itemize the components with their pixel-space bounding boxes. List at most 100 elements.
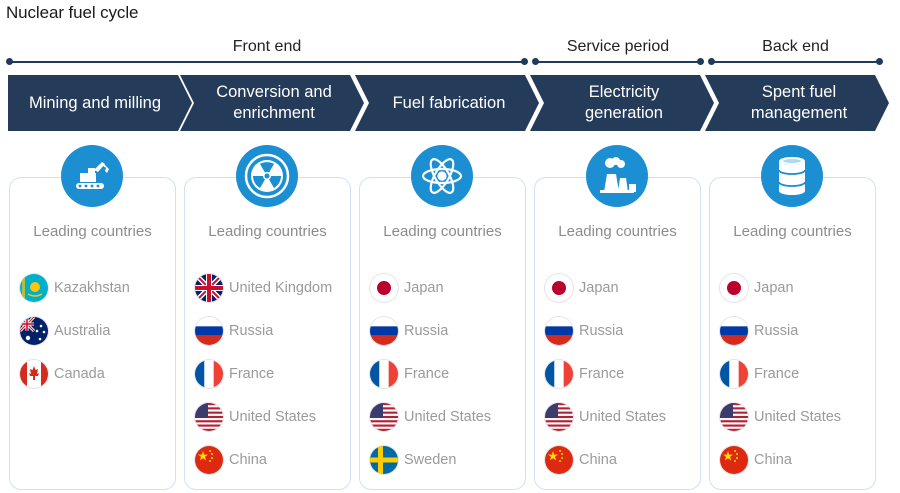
china-flag-icon: [195, 446, 223, 474]
country-row: Japan: [545, 273, 619, 303]
country-row: France: [720, 359, 799, 389]
country-name: United States: [754, 409, 842, 425]
united-kingdom-flag-icon: [195, 274, 223, 302]
country-name: Russia: [404, 323, 449, 339]
country-name: Japan: [754, 280, 794, 296]
country-name: Russia: [229, 323, 274, 339]
country-name: China: [754, 452, 792, 468]
bracket-dot: [532, 58, 539, 65]
country-name: United States: [404, 409, 492, 425]
country-row: United States: [545, 402, 666, 432]
kazakhstan-flag-icon: [20, 274, 48, 302]
australia-flag-icon: [20, 317, 48, 345]
country-row: France: [370, 359, 449, 389]
card-heading: Leading countries: [33, 223, 152, 240]
country-row: China: [545, 445, 617, 475]
japan-flag-icon: [370, 274, 398, 302]
country-row: Japan: [370, 273, 444, 303]
country-name: Australia: [54, 323, 111, 339]
country-name: Japan: [579, 280, 619, 296]
china-flag-icon: [545, 446, 573, 474]
radiation-icon: [236, 145, 298, 207]
country-row: United States: [720, 402, 841, 432]
page-title: Nuclear fuel cycle: [6, 3, 139, 22]
card-conversion-and-enrichment: Leading countries United Kingdom Russia …: [184, 177, 351, 490]
phase-bracket-line: [10, 61, 524, 63]
sweden-flag-icon: [370, 446, 398, 474]
country-name: France: [579, 366, 625, 382]
united-states-flag-icon: [720, 403, 748, 431]
bracket-dot: [697, 58, 704, 65]
phase-label: Back end: [762, 38, 829, 55]
step-label: Conversion and enrichment: [216, 83, 332, 122]
waste-barrel-icon: [761, 145, 823, 207]
step-spent-fuel-management: Spent fuel management: [705, 75, 889, 131]
country-name: Canada: [54, 366, 105, 382]
step-label: Mining and milling: [28, 93, 162, 112]
bracket-dot: [708, 58, 715, 65]
card-spent-fuel-management: Leading countries Japan Russia France Un…: [709, 177, 876, 490]
country-name: Japan: [404, 280, 444, 296]
country-name: United States: [229, 409, 317, 425]
country-name: China: [229, 452, 267, 468]
step-conversion-and-enrichment: Conversion and enrichment: [180, 75, 364, 131]
russia-flag-icon: [370, 317, 398, 345]
united-states-flag-icon: [545, 403, 573, 431]
phase-label: Service period: [566, 38, 670, 55]
bracket-dot: [6, 58, 13, 65]
country-name: Russia: [579, 323, 624, 339]
atom-icon: [411, 145, 473, 207]
country-name: France: [229, 366, 275, 382]
country-row: France: [545, 359, 624, 389]
card-electricity-generation: Leading countries Japan Russia France Un…: [534, 177, 701, 490]
france-flag-icon: [720, 360, 748, 388]
country-row: United States: [195, 402, 316, 432]
excavator-icon: [61, 145, 123, 207]
card-heading: Leading countries: [208, 223, 327, 240]
france-flag-icon: [545, 360, 573, 388]
step-fuel-fabrication: Fuel fabrication: [355, 75, 539, 131]
country-row: Canada: [20, 359, 105, 389]
russia-flag-icon: [545, 317, 573, 345]
step-electricity-generation: Electricity generation: [530, 75, 714, 131]
phase-front-end: Front end: [6, 38, 528, 66]
bracket-dot: [521, 58, 528, 65]
united-states-flag-icon: [195, 403, 223, 431]
country-row: Russia: [545, 316, 623, 346]
card-heading: Leading countries: [733, 223, 852, 240]
card-heading: Leading countries: [558, 223, 677, 240]
country-row: China: [720, 445, 792, 475]
phase-bracket-line: [536, 61, 700, 63]
france-flag-icon: [370, 360, 398, 388]
country-name: United Kingdom: [229, 280, 333, 296]
power-plant-icon: [586, 145, 648, 207]
china-flag-icon: [720, 446, 748, 474]
country-name: Russia: [754, 323, 799, 339]
country-name: Sweden: [404, 452, 457, 468]
russia-flag-icon: [195, 317, 223, 345]
country-row: Russia: [370, 316, 448, 346]
country-name: United States: [579, 409, 667, 425]
phase-back-end: Back end: [708, 38, 883, 66]
card-mining-and-milling: Leading countries Kazakhstan Australia C…: [9, 177, 176, 490]
step-label: Spent fuel management: [750, 83, 848, 122]
country-row: Kazakhstan: [20, 273, 130, 303]
phase-label: Front end: [232, 38, 302, 55]
phase-bracket-line: [712, 61, 879, 63]
country-row: Russia: [195, 316, 273, 346]
france-flag-icon: [195, 360, 223, 388]
country-name: Kazakhstan: [54, 280, 130, 296]
country-row: Russia: [720, 316, 798, 346]
step-label: Fuel fabrication: [392, 93, 506, 112]
phase-service-period: Service period: [532, 38, 704, 66]
country-name: France: [754, 366, 800, 382]
russia-flag-icon: [720, 317, 748, 345]
country-row: Japan: [720, 273, 794, 303]
bracket-dot: [876, 58, 883, 65]
country-row: France: [195, 359, 274, 389]
step-mining-and-milling: Mining and milling: [8, 75, 192, 131]
united-states-flag-icon: [370, 403, 398, 431]
country-name: China: [579, 452, 617, 468]
country-row: United Kingdom: [195, 273, 332, 303]
card-heading: Leading countries: [383, 223, 502, 240]
